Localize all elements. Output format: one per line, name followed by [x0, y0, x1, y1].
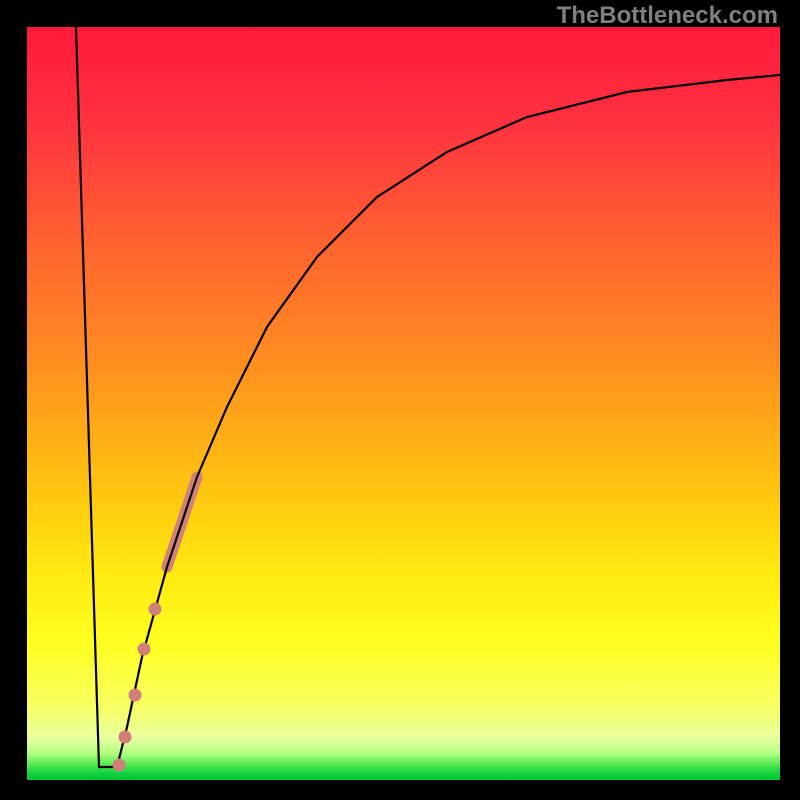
chart-container: TheBottleneck.com: [0, 0, 800, 800]
data-dot: [113, 759, 126, 772]
data-dot: [119, 731, 132, 744]
watermark-text: TheBottleneck.com: [557, 2, 778, 30]
curve-layer: [27, 27, 780, 780]
data-dot: [129, 689, 142, 702]
main-curve: [76, 27, 780, 767]
dots-group: [113, 603, 162, 772]
plot-area: [27, 27, 780, 780]
data-dot: [138, 643, 151, 656]
data-dot: [149, 603, 162, 616]
